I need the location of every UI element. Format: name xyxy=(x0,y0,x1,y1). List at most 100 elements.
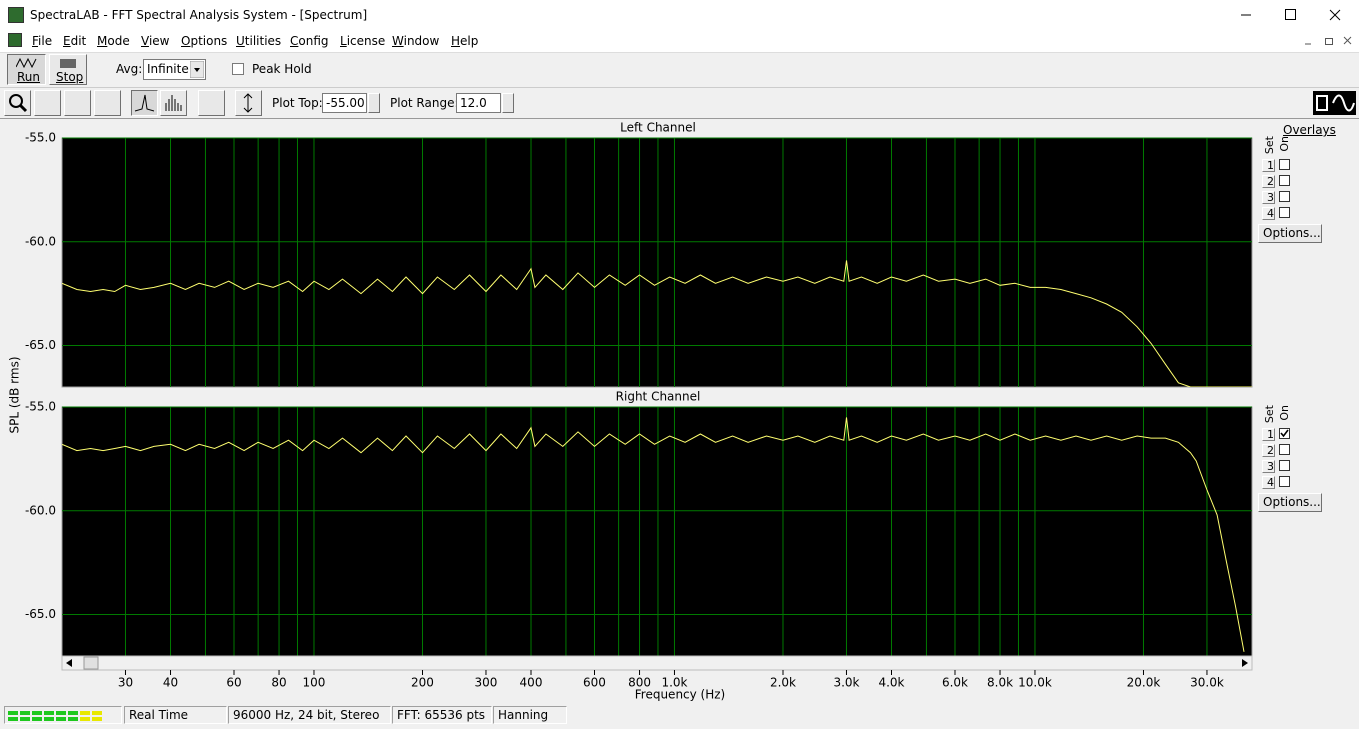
menu-item[interactable]: View xyxy=(141,34,170,48)
checkmark xyxy=(1280,429,1289,438)
run-button[interactable]: Run xyxy=(7,54,46,85)
scroll-left xyxy=(66,659,72,667)
app-icon xyxy=(8,7,24,23)
autoscale-button[interactable] xyxy=(235,90,262,116)
overlay-checkbox[interactable] xyxy=(1279,460,1290,471)
on-header: On xyxy=(1278,405,1291,421)
menu-item[interactable]: Utilities xyxy=(236,34,282,48)
y-tick-label: -55.0 xyxy=(25,131,56,145)
settings-button[interactable] xyxy=(198,90,225,116)
x-tick-label: 800 xyxy=(628,676,651,690)
doc-icon xyxy=(8,33,22,47)
spectrum-plot: SPL (dB rms) Left Channel -55.0 -60.0 -65.0… xyxy=(8,121,1253,702)
menu-item[interactable]: Edit xyxy=(63,34,87,48)
plot-top-label: Plot Top: xyxy=(272,96,323,110)
logo-button[interactable] xyxy=(1313,91,1356,115)
chart-title: Right Channel xyxy=(616,390,701,404)
run-label: Run xyxy=(17,70,41,84)
status-format: 96000 Hz, 24 bit, Stereo xyxy=(228,706,391,724)
plot-background xyxy=(61,406,1253,657)
x-tick-label: 4.0k xyxy=(878,676,904,690)
x-tick-label: 20.0k xyxy=(1127,676,1161,690)
x-tick-label: 40 xyxy=(163,676,178,690)
spectrum-line xyxy=(62,417,1245,652)
on-header: On xyxy=(1278,136,1291,152)
peak-hold-checkbox[interactable] xyxy=(232,63,244,75)
set-label: 4 xyxy=(1262,207,1275,220)
plot-background xyxy=(61,137,1253,388)
zoom-button[interactable] xyxy=(4,90,31,116)
set-label: 3 xyxy=(1262,191,1275,204)
window-controls[interactable] xyxy=(1230,0,1359,30)
set-label: 2 xyxy=(1262,175,1275,188)
plot-range-spinner[interactable] xyxy=(502,93,514,113)
status-mode: Real Time xyxy=(124,706,227,724)
line-icon xyxy=(134,94,155,112)
overlay-checkbox[interactable] xyxy=(1279,175,1290,186)
zoom-in-button[interactable] xyxy=(34,90,61,116)
options-button[interactable]: Options... xyxy=(1258,493,1322,512)
menu-item[interactable]: Mode xyxy=(97,34,130,48)
stop-label: Stop xyxy=(56,70,84,84)
chart-title: Left Channel xyxy=(620,121,696,135)
peak-hold-label: Peak Hold xyxy=(252,62,312,76)
menu-item[interactable]: Config xyxy=(290,34,329,48)
set-label: 4 xyxy=(1262,476,1275,489)
x-tick-label: 300 xyxy=(475,676,498,690)
overlay-checkbox[interactable] xyxy=(1279,191,1290,202)
autoscale-icon xyxy=(243,93,253,113)
title-bar: SpectraLAB - FFT Spectral Analysis Syste… xyxy=(0,0,1359,30)
overlays-link[interactable]: Overlays xyxy=(1283,123,1336,137)
menu-item[interactable]: Help xyxy=(451,34,479,48)
scroll-thumb xyxy=(83,656,99,670)
scrollbar xyxy=(61,655,1253,671)
avg-value: Infinite xyxy=(147,62,189,76)
overlay-checkbox[interactable] xyxy=(1279,476,1290,487)
y-tick-label: -60.0 xyxy=(25,234,56,248)
plot-top-input[interactable]: -55.00 xyxy=(322,93,367,113)
stop-icon xyxy=(60,59,76,68)
window-title: SpectraLAB - FFT Spectral Analysis Syste… xyxy=(30,8,368,22)
x-tick-label: 6.0k xyxy=(942,676,968,690)
line-mode-button[interactable] xyxy=(131,90,158,116)
plot-top-spinner[interactable] xyxy=(368,93,380,113)
x-tick-label: 8.0k xyxy=(987,676,1013,690)
x-tick-label: 1.0k xyxy=(661,676,687,690)
mdi-controls[interactable] xyxy=(1300,32,1359,50)
y-tick-label: -60.0 xyxy=(25,503,56,517)
zoom-icon xyxy=(9,94,28,113)
x-tick-label: 100 xyxy=(303,676,326,690)
x-axis-label: Frequency (Hz) xyxy=(635,688,726,702)
overlay-checkbox[interactable] xyxy=(1279,444,1290,455)
zoom-full-button[interactable] xyxy=(94,90,121,116)
menu-item[interactable]: Options xyxy=(181,34,228,48)
overlay-checkbox[interactable] xyxy=(1279,428,1290,439)
bar-icon xyxy=(165,95,182,111)
x-tick-label: 30 xyxy=(118,676,133,690)
bar-mode-button[interactable] xyxy=(160,90,187,116)
scroll-right xyxy=(1242,659,1248,667)
options-button[interactable]: Options... xyxy=(1258,224,1322,243)
x-tick-label: 2.0k xyxy=(770,676,796,690)
avg-select[interactable]: Infinite xyxy=(143,59,206,80)
dropdown-arrow xyxy=(190,61,204,78)
menu-item[interactable]: File xyxy=(32,34,53,48)
stop-button[interactable]: Stop xyxy=(49,54,87,85)
set-label: 2 xyxy=(1262,444,1275,457)
set-header: Set xyxy=(1263,136,1276,155)
overlay-checkbox[interactable] xyxy=(1279,207,1290,218)
menu-item[interactable]: License xyxy=(340,34,386,48)
overlay-checkbox[interactable] xyxy=(1279,159,1290,170)
menu-item[interactable]: Window xyxy=(392,34,440,48)
set-header: Set xyxy=(1263,405,1276,424)
spectrum-line xyxy=(62,260,1252,387)
x-tick-label: 600 xyxy=(583,676,606,690)
run-icon xyxy=(16,58,37,68)
x-tick-label: 30.0k xyxy=(1190,676,1224,690)
zoom-out-button[interactable] xyxy=(64,90,91,116)
y-tick-label: -65.0 xyxy=(25,338,56,352)
set-label: 3 xyxy=(1262,460,1275,473)
plot-range-input[interactable]: 12.0 xyxy=(456,93,501,113)
level-meter xyxy=(4,706,122,724)
